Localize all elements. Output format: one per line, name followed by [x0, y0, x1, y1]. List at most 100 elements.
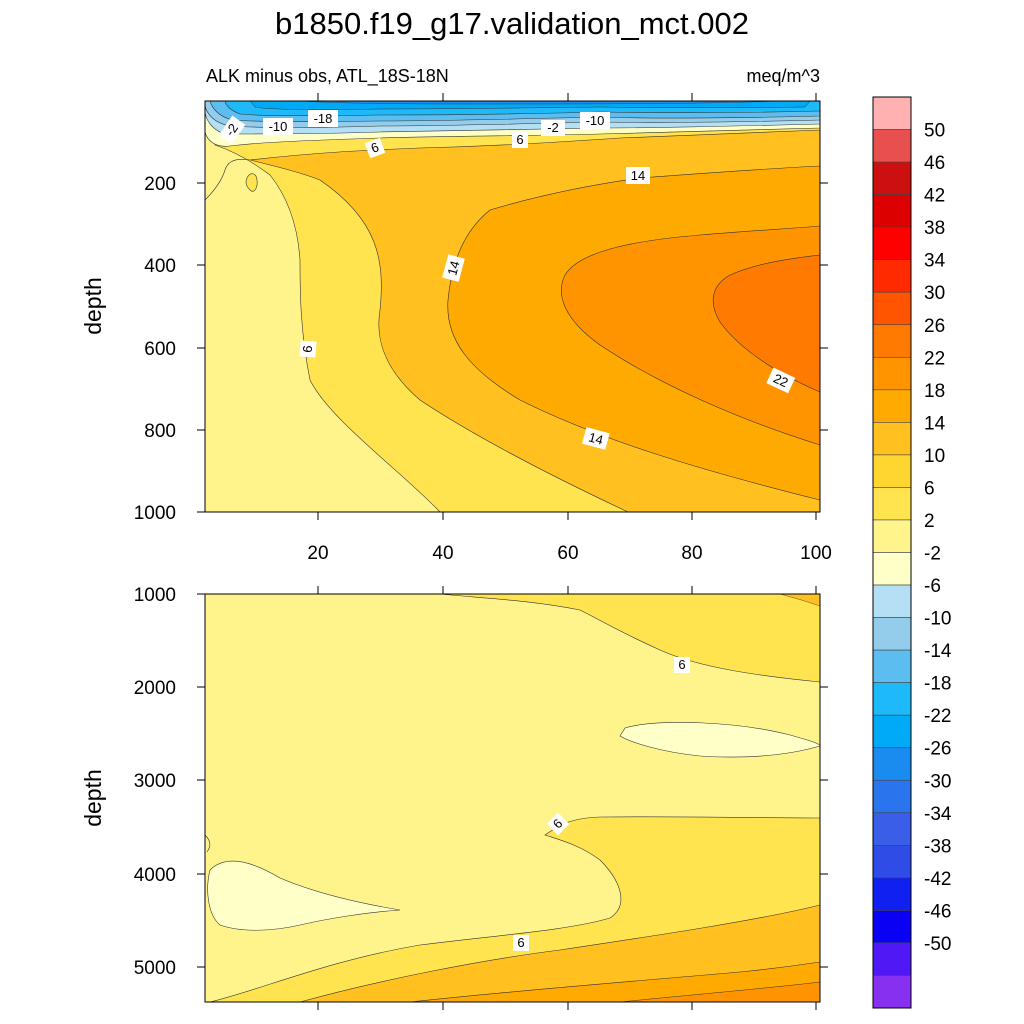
colorbar-label: 38: [924, 218, 945, 239]
panel-1-contour-blob: [245, 173, 258, 192]
colorbar-frame: [872, 96, 912, 1009]
colorbar-swatch: [872, 389, 912, 423]
svg-text:22: 22: [771, 371, 790, 391]
svg-text:6: 6: [516, 132, 523, 147]
panel-1-y-tick-800: 800: [144, 421, 176, 442]
colorbar-label: -26: [924, 739, 951, 760]
colorbar-label: 34: [924, 251, 946, 272]
colorbar-swatch: [872, 617, 912, 651]
colorbar-swatch: [872, 975, 912, 1009]
panel-2-y-tick-2000: 2000: [134, 678, 176, 699]
panel-1-y-axis-title: depth: [80, 277, 106, 335]
panel-1-subtitle-right: meq/m^3: [747, 66, 820, 86]
panel-2-contour-edge: [204, 834, 211, 853]
svg-text:-10: -10: [269, 119, 288, 134]
panel-1-y-tick-600: 600: [144, 339, 176, 360]
colorbar-label: 26: [924, 316, 945, 337]
colorbar: 50 46 42 38 34 30 26 22 18 14 10 6 2 -2 -6 -10 -14 -18 -22…: [872, 96, 952, 1009]
panel-1-x-tick-80: 80: [681, 543, 702, 564]
contour-label-6-d: 6: [674, 657, 690, 673]
colorbar-label: 22: [924, 348, 945, 369]
svg-text:14: 14: [587, 429, 605, 447]
contour-label-6-a: 6: [364, 137, 386, 159]
contour-label-14-a: 14: [626, 167, 650, 184]
svg-text:14: 14: [631, 168, 645, 183]
panel-1-x-tick-20: 20: [307, 543, 328, 564]
colorbar-label: -50: [924, 934, 951, 955]
contour-label-neg10-a: -10: [263, 118, 293, 135]
svg-text:-18: -18: [314, 111, 333, 126]
chart-title: b1850.f19_g17.validation_mct.002: [275, 6, 749, 41]
panel-2-contour-labels: 6 6 6: [513, 657, 690, 951]
colorbar-swatch: [872, 714, 912, 749]
colorbar-label: -30: [924, 771, 951, 792]
colorbar-swatch: [872, 747, 912, 781]
colorbar-label: 46: [924, 153, 945, 174]
colorbar-swatch: [872, 649, 912, 683]
colorbar-swatch: [872, 552, 912, 586]
colorbar-swatch: [872, 194, 912, 228]
svg-text:-2: -2: [547, 120, 559, 135]
colorbar-swatch: [872, 161, 912, 195]
colorbar-swatch: [872, 779, 912, 814]
colorbar-label: -6: [924, 576, 941, 597]
contour-label-6-f: 6: [513, 935, 529, 951]
contour-label-neg10-b: -10: [580, 112, 610, 129]
panel-1-contour-wiggle: [204, 159, 251, 201]
colorbar-swatch: [872, 487, 912, 521]
colorbar-swatch: [872, 422, 912, 456]
svg-text:-10: -10: [586, 113, 605, 128]
colorbar-swatch: [872, 129, 912, 163]
colorbar-swatch: [872, 356, 912, 391]
panel-2-y-axis-title: depth: [80, 769, 106, 827]
panel-1-contour-labels: -18 -10 -2 -2 -10 6 6 14 14 6 22 14: [218, 110, 796, 450]
colorbar-label: -18: [924, 674, 951, 695]
colorbar-label: -2: [924, 544, 941, 565]
panel-2-plot: [204, 593, 821, 1003]
contour-label-14-c: 14: [582, 427, 610, 450]
panel-1-x-tick-60: 60: [557, 543, 578, 564]
panel-1-x-tick-100: 100: [800, 543, 832, 564]
contour-label-6-b: 6: [512, 132, 528, 148]
panel-1-frame: [204, 100, 821, 513]
contour-label-neg2-b: -2: [541, 120, 565, 136]
colorbar-label: 30: [924, 283, 945, 304]
contour-label-6-e: 6: [546, 812, 570, 836]
contour-label-6-c: 6: [299, 340, 317, 358]
colorbar-label: 42: [924, 186, 945, 207]
panel-2-y-tick-5000: 5000: [134, 958, 176, 979]
svg-text:6: 6: [300, 345, 316, 354]
colorbar-swatch: [872, 226, 912, 260]
colorbar-swatch: [872, 259, 912, 293]
colorbar-label: -22: [924, 706, 951, 727]
panel-1-y-tick-400: 400: [144, 256, 176, 277]
contour-label-neg18: -18: [308, 110, 338, 127]
panel-1-x-tick-40: 40: [432, 543, 453, 564]
svg-text:14: 14: [444, 259, 462, 277]
colorbar-swatch: [872, 812, 912, 846]
panel-2-band-neg2-2-blob-deep: [207, 860, 401, 931]
panel-1-y-tick-200: 200: [144, 174, 176, 195]
contour-label-neg2-a: -2: [218, 115, 246, 145]
colorbar-label: -34: [924, 804, 952, 825]
svg-text:6: 6: [517, 935, 524, 950]
colorbar-label: -42: [924, 869, 951, 890]
panel-1-band-neg-26: [299, 100, 781, 105]
colorbar-label: 10: [924, 446, 945, 467]
colorbar-label: -10: [924, 609, 951, 630]
colorbar-label: 18: [924, 381, 945, 402]
panel-2-band-6-10-top: [439, 593, 821, 683]
colorbar-swatch: [872, 291, 912, 326]
contour-label-14-b: 14: [442, 254, 465, 282]
colorbar-swatch: [872, 584, 912, 618]
colorbar-label: 50: [924, 121, 945, 142]
colorbar-swatch: [872, 942, 912, 976]
colorbar-label: 14: [924, 413, 946, 434]
colorbar-label: -14: [924, 641, 952, 662]
panel-1-y-tick-1000: 1000: [134, 503, 176, 524]
svg-text:6: 6: [369, 139, 381, 156]
panel-2-y-tick-3000: 3000: [134, 771, 176, 792]
colorbar-swatch: [872, 96, 912, 130]
panel-2-ticks: [197, 586, 828, 1010]
